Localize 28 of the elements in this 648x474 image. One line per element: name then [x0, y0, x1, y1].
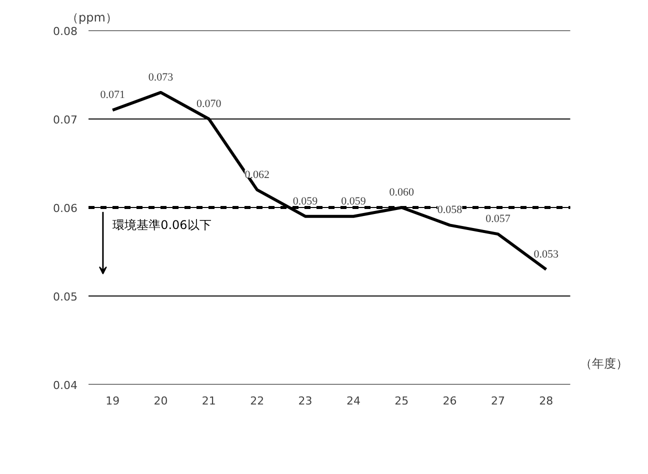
x-tick-label: 21 [202, 394, 216, 408]
data-label: 0.070 [196, 98, 222, 110]
data-label: 0.059 [292, 195, 318, 208]
data-label: 0.060 [389, 186, 415, 198]
y-tick-label: 0.07 [53, 114, 78, 126]
x-tick-label: 24 [346, 394, 360, 408]
y-tick-label: 0.06 [53, 202, 78, 215]
x-tick-label: 25 [394, 394, 409, 408]
data-label: 0.058 [437, 204, 463, 216]
x-tick-label: 27 [490, 394, 505, 408]
y-tick-label: 0.04 [53, 379, 78, 392]
y-axis-title: （ppm） [66, 10, 118, 24]
x-tick-label: 26 [442, 394, 457, 408]
y-tick-label: 0.08 [53, 25, 78, 38]
x-tick-label: 20 [154, 394, 168, 408]
x-tick-label: 22 [250, 394, 264, 408]
data-label: 0.071 [100, 89, 125, 102]
data-label: 0.059 [341, 195, 366, 208]
x-tick-label: 19 [106, 394, 120, 408]
data-label: 0.073 [148, 71, 174, 84]
data-label: 0.062 [244, 168, 270, 181]
x-tick-label: 23 [298, 394, 312, 408]
x-axis-title: （年度） [580, 356, 628, 370]
ref-line-label: 環境基準0.06以下 [112, 218, 212, 232]
data-label: 0.053 [534, 248, 560, 260]
data-label: 0.057 [486, 213, 511, 226]
y-tick-label: 0.05 [53, 290, 78, 304]
x-tick-label: 28 [539, 394, 554, 408]
